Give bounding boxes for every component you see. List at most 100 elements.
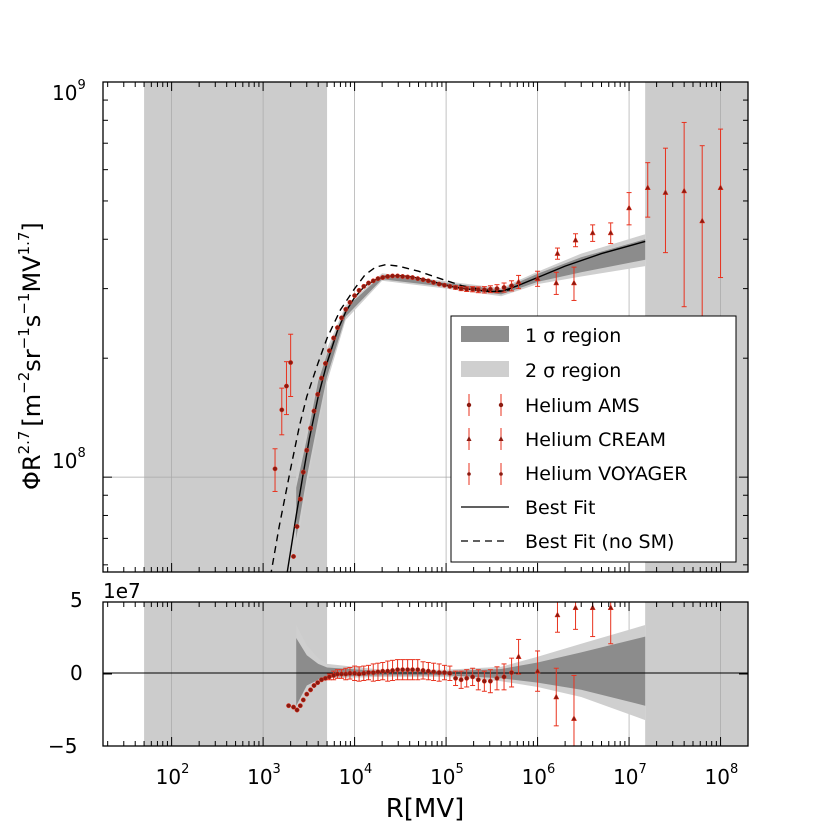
pt-helium-ams-26 [395,273,401,279]
pt-helium-ams-46 [509,280,515,292]
res-scale-label: 1e7 [103,579,141,603]
res-pt-helium-ams-21 [370,663,376,682]
res-pt-helium-ams-7 [311,683,317,688]
pt-helium-ams-1 [291,554,296,559]
pt-helium-ams-45 [501,282,507,293]
pt-helium-ams-24 [385,274,391,279]
pt-helium-ams-35 [442,282,447,288]
res-pt-helium-cream-2 [553,667,560,727]
res-pt-helium-ams-44 [494,666,500,691]
pt-helium-voyager-3 [288,333,294,398]
pt-helium-ams-18 [356,287,362,293]
res-pt-helium-cream-1 [534,650,541,692]
pt-helium-ams-2 [294,524,300,529]
res-pt-helium-ams-29 [410,659,416,681]
pt-helium-voyager-0 [272,448,278,492]
res-pt-helium-ams-18 [356,666,362,682]
res-pt-helium-ams-35 [441,664,447,681]
pt-helium-ams-6 [308,425,313,431]
res-pt-helium-ams-1 [291,704,296,710]
pt-helium-ams-23 [380,275,386,280]
pt-helium-cream-8 [626,192,633,226]
pt-helium-ams-34 [436,281,442,287]
pt-helium-ams-28 [405,274,411,280]
pt-helium-ams-16 [347,299,353,305]
pt-helium-ams-43 [487,285,493,294]
pt-helium-cream-3 [554,247,561,260]
res-pt-helium-ams-33 [431,662,437,681]
legend-label-cream: Helium CREAM [525,429,666,451]
pt-helium-ams-32 [425,278,431,284]
pt-helium-ams-38 [458,286,464,292]
residual-points [286,602,614,746]
legend-swatch-1sigma [461,326,509,342]
pt-helium-ams-41 [475,286,481,294]
res-pt-helium-ams-41 [475,669,481,691]
pt-helium-cream-13 [717,128,724,279]
res-pt-helium-cream-5 [572,602,579,630]
pt-helium-cream-9 [644,162,651,218]
pt-helium-ams-3 [297,496,303,502]
legend-label-ams: Helium AMS [525,395,640,417]
pt-helium-cream-5 [572,233,579,248]
pt-helium-cream-7 [607,222,614,245]
pt-helium-ams-36 [447,283,453,289]
res-pt-helium-ams-19 [361,665,367,681]
sigma-bands [296,234,646,554]
pt-helium-ams-37 [453,285,459,290]
legend-swatch-2sigma [461,361,509,377]
res-y-tick-0: 0 [70,661,83,685]
x-tick-label-2: 102 [156,762,190,789]
res-pt-helium-ams-6 [308,687,313,693]
main-panel: 109 108 ΦR2.7[m−2sr−1s−1MV1.7] 1 σ regio… [15,78,749,573]
res-pt-helium-ams-42 [481,670,487,692]
res-band-1sigma [296,636,646,706]
legend-box [450,315,737,563]
res-pt-helium-ams-37 [453,670,459,687]
res-pt-helium-ams-25 [390,659,396,681]
legend-label-voyager: Helium VOYAGER [525,463,687,485]
pt-helium-ams-44 [494,284,500,294]
legend-marker-voyager [467,463,503,485]
pt-helium-ams-22 [375,276,381,282]
res-pt-helium-cream-7 [607,602,614,645]
res-pt-helium-ams-15 [343,667,349,681]
pt-helium-voyager-1 [279,387,285,436]
pt-helium-cream-11 [681,121,688,308]
res-excluded-region-1 [645,602,748,746]
pt-helium-ams-8 [315,391,321,397]
pt-helium-ams-15 [343,306,349,312]
legend-marker-cream [466,428,504,450]
res-pt-helium-ams-34 [436,663,442,682]
res-pt-helium-ams-40 [470,667,476,687]
line-best-fit-no-sm [270,263,511,572]
res-pt-helium-ams-11 [326,673,332,681]
res-pt-helium-ams-27 [400,659,406,681]
x-axis-title: R[MV] [386,794,465,824]
res-y-tick-m5: −5 [48,734,77,758]
residual-axes-frame [102,601,749,747]
pt-helium-ams-10 [322,360,328,366]
res-pt-helium-ams-31 [420,661,426,680]
res-pt-helium-ams-8 [315,680,321,686]
legend-label-2sigma: 2 σ region [525,360,621,382]
pt-helium-ams-42 [481,286,487,294]
res-pt-helium-ams-23 [380,661,386,681]
pt-helium-cream-10 [662,147,669,254]
res-pt-helium-ams-5 [304,691,310,697]
pt-helium-ams-17 [352,293,358,299]
pt-helium-ams-13 [335,325,340,331]
pt-helium-ams-40 [470,286,476,293]
legend: 1 σ region 2 σ region Helium AMS Helium … [450,315,737,563]
res-pt-helium-ams-0 [286,703,292,709]
pt-helium-ams-30 [415,276,421,282]
res-pt-helium-ams-30 [415,659,421,681]
legend-label-1sigma: 1 σ region [525,325,621,347]
pt-helium-ams-4 [300,469,306,475]
pt-helium-ams-5 [304,447,310,453]
legend-marker-ams [466,394,504,416]
pt-helium-cream-1 [534,270,541,287]
res-pt-helium-ams-43 [487,669,493,694]
pt-helium-voyager-2 [283,361,289,416]
